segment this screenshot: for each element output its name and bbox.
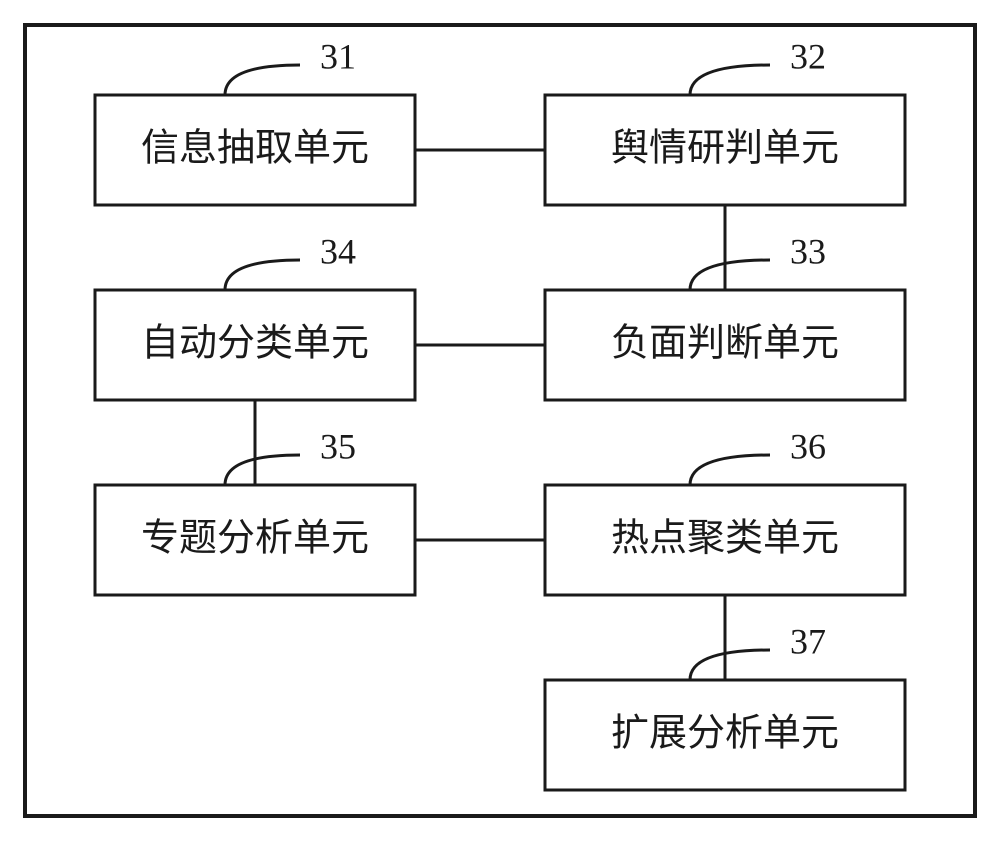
reference-number-n34: 34 [320,231,356,271]
node-label-n33: 负面判断单元 [611,323,839,365]
node-label-n32: 舆情研判单元 [611,128,839,170]
reference-number-n37: 37 [790,621,826,661]
node-label-n35: 专题分析单元 [141,518,369,560]
node-label-n31: 信息抽取单元 [141,128,369,170]
reference-number-n32: 32 [790,36,826,76]
node-label-n34: 自动分类单元 [141,323,369,365]
diagram-canvas: 信息抽取单元 31 舆情研判单元 32 自动分类单元 34 负面判断单元 33 专题分析单元 35… [0,0,1000,841]
reference-number-n36: 36 [790,426,826,466]
node-label-n37: 扩展分析单元 [611,713,839,755]
reference-number-n31: 31 [320,36,356,76]
reference-number-n35: 35 [320,426,356,466]
reference-number-n33: 33 [790,231,826,271]
node-label-n36: 热点聚类单元 [611,518,839,560]
